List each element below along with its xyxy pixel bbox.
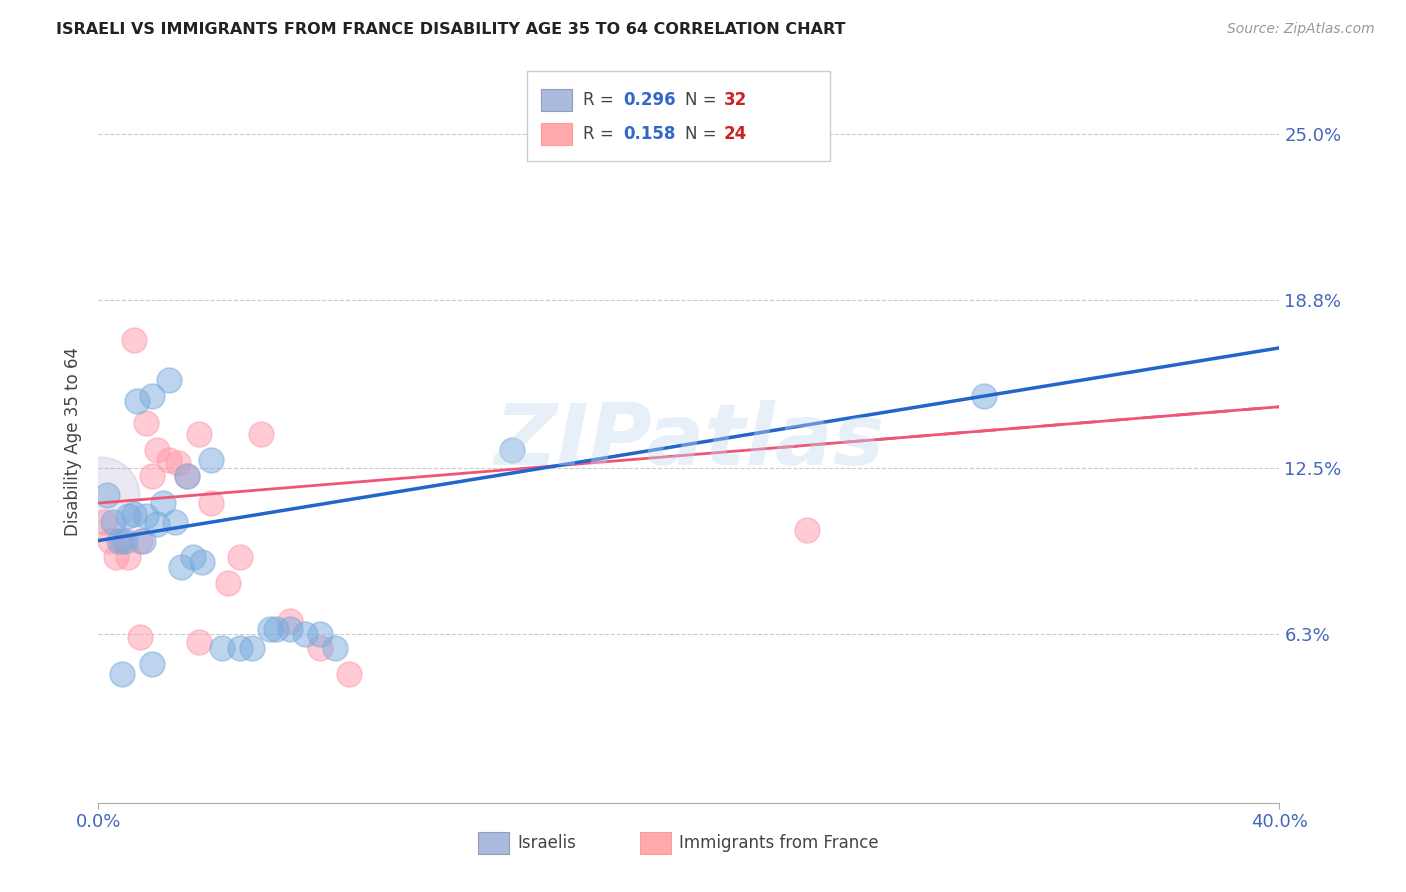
Point	[146, 442, 169, 457]
Point	[90, 488, 112, 502]
Point	[152, 496, 174, 510]
Point	[240, 640, 263, 655]
Point	[105, 549, 128, 564]
Text: Immigrants from France: Immigrants from France	[679, 834, 879, 852]
Point	[187, 426, 209, 441]
Text: N =: N =	[685, 91, 721, 109]
Point	[170, 560, 193, 574]
Point	[323, 640, 346, 655]
Point	[796, 523, 818, 537]
Point	[157, 453, 180, 467]
Text: ISRAELI VS IMMIGRANTS FROM FRANCE DISABILITY AGE 35 TO 64 CORRELATION CHART: ISRAELI VS IMMIGRANTS FROM FRANCE DISABI…	[56, 22, 846, 37]
Point	[339, 667, 361, 681]
Point	[229, 640, 252, 655]
Point	[114, 533, 136, 548]
Point	[141, 389, 163, 403]
Point	[93, 515, 115, 529]
Point	[264, 622, 287, 636]
Point	[135, 509, 157, 524]
Point	[176, 469, 198, 483]
Point	[259, 622, 281, 636]
Point	[108, 533, 131, 548]
Text: R =: R =	[583, 125, 620, 143]
Point	[111, 533, 134, 548]
Point	[135, 416, 157, 430]
Point	[128, 533, 150, 548]
Point	[309, 627, 332, 641]
Point	[96, 488, 118, 502]
Point	[122, 333, 145, 347]
Point	[200, 453, 222, 467]
Point	[229, 549, 252, 564]
Point	[117, 509, 139, 524]
Point	[309, 640, 332, 655]
Text: R =: R =	[583, 91, 620, 109]
Point	[217, 576, 239, 591]
Text: 32: 32	[724, 91, 748, 109]
Text: 0.158: 0.158	[623, 125, 675, 143]
Text: N =: N =	[685, 125, 721, 143]
Point	[141, 657, 163, 671]
Point	[280, 622, 302, 636]
Point	[294, 627, 316, 641]
Point	[200, 496, 222, 510]
Point	[125, 394, 148, 409]
Point	[111, 667, 134, 681]
Text: 0.296: 0.296	[623, 91, 675, 109]
Point	[103, 515, 125, 529]
Point	[973, 389, 995, 403]
Point	[181, 549, 204, 564]
Point	[167, 456, 190, 470]
Point	[191, 555, 214, 569]
Point	[176, 469, 198, 483]
Text: Source: ZipAtlas.com: Source: ZipAtlas.com	[1227, 22, 1375, 37]
Point	[128, 630, 150, 644]
Point	[501, 442, 523, 457]
Point	[165, 515, 187, 529]
Point	[141, 469, 163, 483]
Point	[250, 426, 273, 441]
Point	[280, 614, 302, 628]
Point	[146, 517, 169, 532]
Y-axis label: Disability Age 35 to 64: Disability Age 35 to 64	[65, 347, 83, 536]
Point	[157, 373, 180, 387]
Point	[187, 635, 209, 649]
Point	[122, 507, 145, 521]
Point	[117, 549, 139, 564]
Point	[211, 640, 233, 655]
Text: Israelis: Israelis	[517, 834, 576, 852]
Point	[132, 533, 155, 548]
Text: 24: 24	[724, 125, 748, 143]
Point	[98, 533, 121, 548]
Text: ZIPatlas: ZIPatlas	[494, 400, 884, 483]
